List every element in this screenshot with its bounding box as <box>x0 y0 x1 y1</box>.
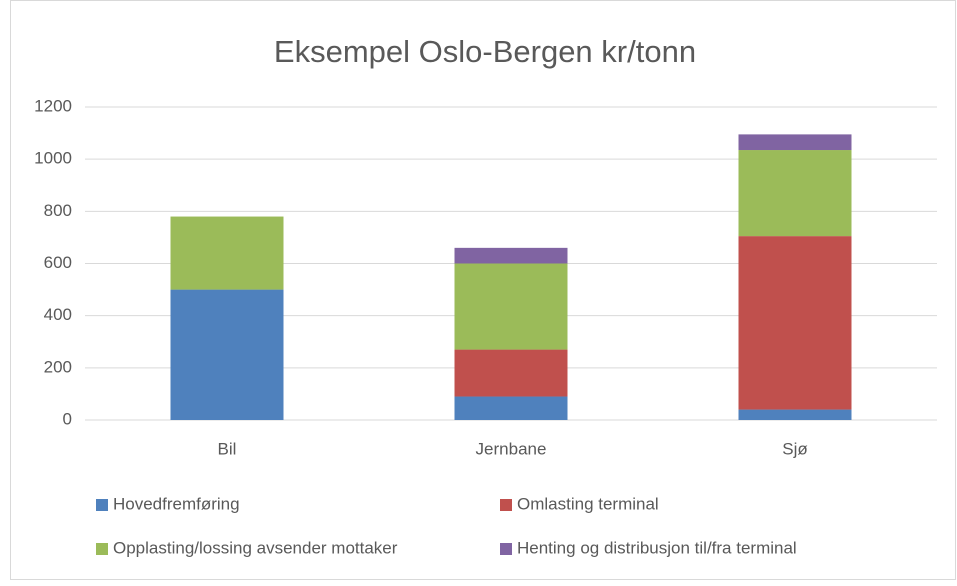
bar-segment <box>170 289 284 420</box>
bar-segment <box>738 236 852 410</box>
legend-swatch <box>96 543 108 555</box>
bar-segment <box>738 409 852 420</box>
bar-segment <box>454 349 568 397</box>
bar-segment <box>454 396 568 420</box>
y-tick-label: 0 <box>63 409 72 428</box>
x-tick-label: Jernbane <box>476 439 547 458</box>
y-tick-label: 600 <box>44 253 72 272</box>
legend-label: Opplasting/lossing avsender mottaker <box>113 538 398 557</box>
y-tick-label: 1200 <box>34 96 72 115</box>
bar-segment <box>454 263 568 350</box>
legend-swatch <box>500 499 512 511</box>
y-tick-label: 1000 <box>34 149 72 168</box>
y-tick-label: 200 <box>44 357 72 376</box>
legend-swatch <box>96 499 108 511</box>
x-tick-label: Sjø <box>782 439 808 458</box>
chart-title: Eksempel Oslo-Bergen kr/tonn <box>274 34 696 69</box>
y-tick-label: 800 <box>44 201 72 220</box>
y-tick-label: 400 <box>44 305 72 324</box>
bar-segment <box>170 216 284 290</box>
bar-segment <box>454 247 568 264</box>
legend-label: Henting og distribusjon til/fra terminal <box>517 538 797 557</box>
legend-swatch <box>500 543 512 555</box>
x-tick-label: Bil <box>218 439 237 458</box>
bar-segment <box>738 150 852 237</box>
bar-segment <box>738 134 852 151</box>
legend-label: Omlasting terminal <box>517 494 659 513</box>
legend-label: Hovedfremføring <box>113 494 240 513</box>
